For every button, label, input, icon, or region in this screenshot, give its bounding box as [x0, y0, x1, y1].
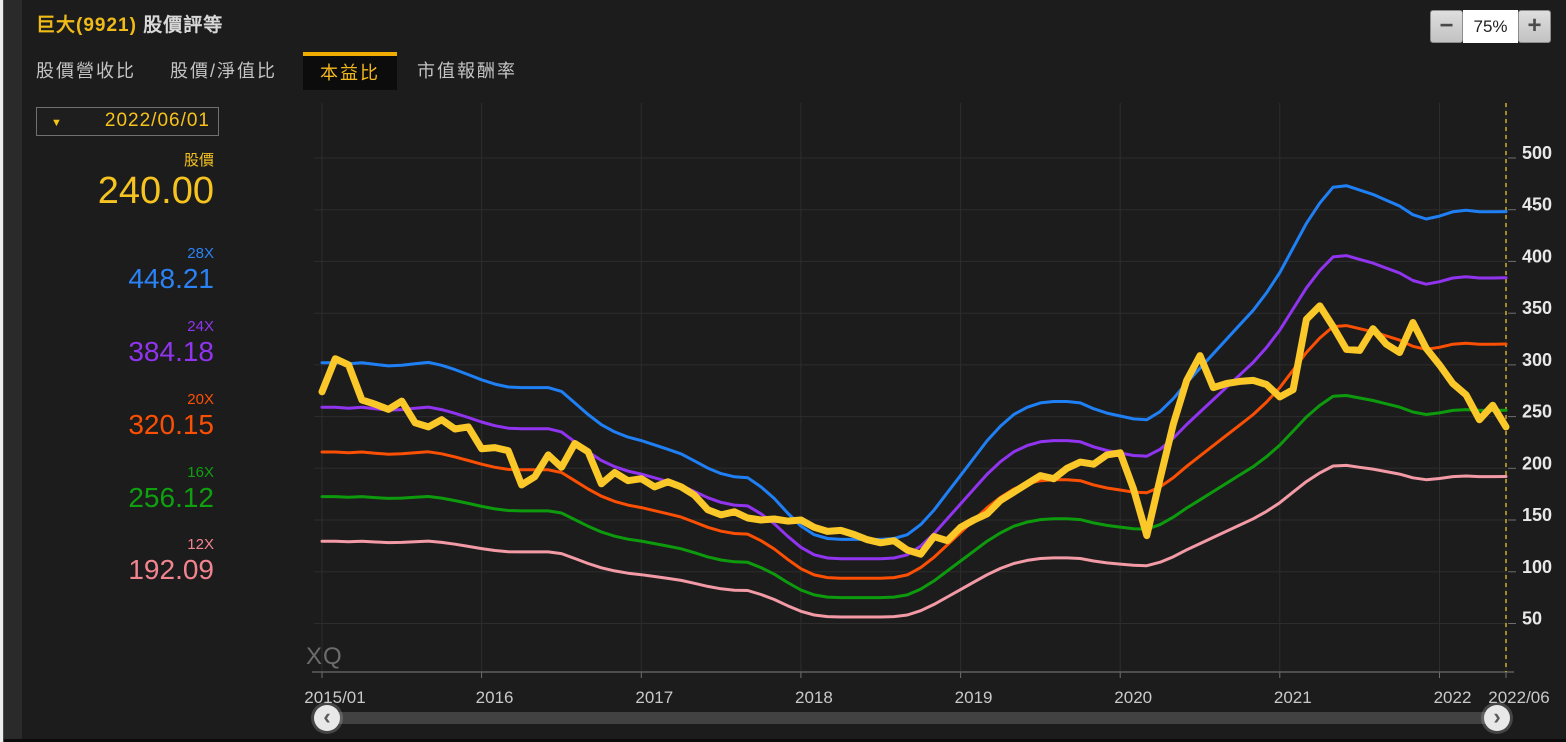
left-gutter: [4, 0, 22, 742]
legend-value: 240.00: [97, 170, 214, 212]
legend-value: 256.12: [128, 482, 214, 513]
svg-text:2018: 2018: [795, 688, 833, 707]
legend-item-price: 股價 240.00: [98, 152, 214, 212]
legend-item-16x: 16X 256.12: [128, 464, 214, 514]
scroll-left-button[interactable]: ‹: [314, 705, 340, 731]
chevron-left-icon: ‹: [323, 704, 331, 729]
zoom-level: 75%: [1463, 10, 1518, 43]
xq-watermark: XQ: [306, 643, 343, 670]
page-title: 巨大(9921) 股價評等: [36, 10, 223, 37]
legend-label: 28X: [187, 245, 214, 262]
legend-item-28x: 28X 448.21: [128, 245, 214, 295]
window-left-edge: [0, 0, 3, 742]
svg-text:300: 300: [1522, 350, 1552, 370]
scroll-right-button[interactable]: ›: [1484, 705, 1510, 731]
legend-item-24x: 24X 384.18: [128, 318, 214, 368]
svg-text:2019: 2019: [955, 688, 993, 707]
tab-price-book-ratio[interactable]: 股價/淨值比: [170, 61, 278, 81]
stock-symbol: 巨大(9921): [36, 15, 137, 36]
date-value: 2022/06/01: [104, 110, 210, 131]
zoom-out-button[interactable]: −: [1430, 10, 1463, 43]
legend-value: 448.21: [128, 263, 214, 294]
svg-text:150: 150: [1522, 505, 1552, 525]
tab-pe-ratio[interactable]: 本益比: [303, 52, 398, 90]
svg-text:250: 250: [1522, 402, 1552, 422]
svg-text:200: 200: [1522, 453, 1552, 473]
date-selector[interactable]: ▼ 2022/06/01: [36, 107, 219, 136]
legend-item-20x: 20X 320.15: [128, 391, 214, 441]
svg-text:350: 350: [1522, 298, 1552, 318]
svg-text:2022/06: 2022/06: [1488, 688, 1549, 707]
tab-bar: 股價營收比 股價/淨值比 本益比 市值報酬率: [36, 52, 517, 90]
legend-label: 16X: [187, 464, 214, 481]
legend-label: 股價: [183, 152, 214, 169]
svg-text:400: 400: [1522, 246, 1552, 266]
legend-item-12x: 12X 192.09: [128, 536, 214, 586]
zoom-control: − 75% +: [1430, 10, 1551, 43]
caret-down-icon: ▼: [51, 117, 62, 129]
svg-text:450: 450: [1522, 195, 1552, 215]
svg-text:50: 50: [1522, 609, 1542, 629]
chevron-right-icon: ›: [1493, 704, 1501, 729]
tab-price-sales-ratio[interactable]: 股價營收比: [36, 61, 136, 81]
legend-label: 20X: [187, 391, 214, 408]
legend-value: 320.15: [128, 409, 214, 440]
window-left-edge-line: [3, 0, 4, 742]
legend-value: 192.09: [128, 554, 214, 585]
svg-text:500: 500: [1522, 143, 1552, 163]
window-bottom-edge: [0, 739, 1566, 742]
tab-market-cap-return[interactable]: 市值報酬率: [417, 61, 518, 81]
svg-text:2020: 2020: [1114, 688, 1152, 707]
svg-text:2016: 2016: [476, 688, 514, 707]
page-title-suffix: 股價評等: [136, 15, 224, 36]
legend-label: 24X: [187, 318, 214, 335]
svg-text:2022: 2022: [1434, 688, 1472, 707]
svg-text:100: 100: [1522, 557, 1552, 577]
legend-value: 384.18: [128, 336, 214, 367]
legend-label: 12X: [187, 536, 214, 553]
zoom-in-button[interactable]: +: [1518, 10, 1551, 43]
svg-text:2015/01: 2015/01: [304, 688, 365, 707]
svg-text:2017: 2017: [635, 688, 673, 707]
scrollbar-track[interactable]: [322, 712, 1494, 724]
svg-text:2021: 2021: [1274, 688, 1312, 707]
